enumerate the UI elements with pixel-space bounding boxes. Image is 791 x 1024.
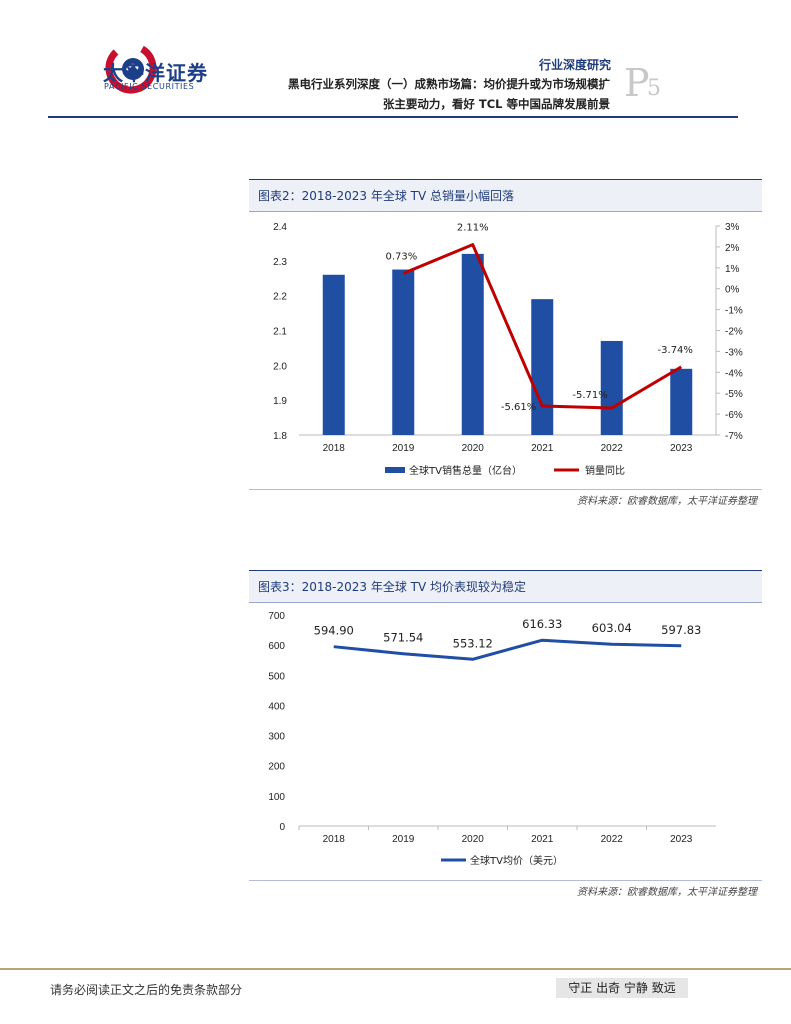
y-axis-tick: 700 — [268, 611, 285, 622]
yoy-line — [402, 243, 683, 410]
y-axis-tick: 400 — [268, 701, 285, 712]
x-axis-tick: 2019 — [392, 834, 415, 845]
y-axis-tick: 0 — [279, 822, 285, 833]
right-axis-tick: -3% — [725, 347, 743, 358]
figure-3-rule — [249, 880, 762, 881]
right-axis-tick: 1% — [725, 264, 740, 275]
figure-2-title: 图表2：2018-2023 年全球 TV 总销量小幅回落 — [258, 189, 515, 203]
left-axis-tick: 1.9 — [273, 396, 287, 407]
right-axis-tick: 3% — [725, 222, 740, 233]
price-data-label: 571.54 — [383, 631, 423, 645]
price-line — [333, 638, 682, 661]
brand-name: 太平洋证券 — [103, 61, 208, 85]
y-axis-tick: 200 — [268, 762, 285, 773]
legend-label-volume: 全球TV销售总量（亿台） — [409, 464, 522, 477]
bar — [392, 269, 415, 435]
left-axis-tick: 2.2 — [273, 292, 287, 303]
bar — [600, 340, 623, 435]
x-axis-tick: 2021 — [531, 834, 554, 845]
x-axis-tick: 2021 — [531, 443, 554, 454]
price-data-label: 597.83 — [661, 623, 701, 637]
right-axis-tick: -7% — [725, 431, 743, 442]
figure-3-source: 资料来源：欧睿数据库，太平洋证券整理 — [577, 887, 757, 898]
figure-2-source: 资料来源：欧睿数据库，太平洋证券整理 — [577, 496, 757, 507]
right-axis-tick: -5% — [725, 389, 743, 400]
brand-name-en: PACIFIC SECURITIES — [104, 82, 195, 91]
legend-label-yoy: 销量同比 — [585, 464, 625, 477]
bar — [670, 368, 693, 435]
left-axis-tick: 2.4 — [273, 222, 287, 233]
report-title-line-2: 张主要动力，看好 TCL 等中国品牌发展前景 — [382, 97, 610, 111]
legend-label-price: 全球TV均价（美元） — [470, 854, 563, 867]
avg-price-chart: 700 600 500 400 300 200 100 0 2018 2019 2020 2021 20… — [268, 611, 716, 867]
x-axis-tick: 2022 — [601, 443, 624, 454]
x-axis-tick: 2018 — [323, 443, 346, 454]
page-letter: P — [624, 61, 650, 105]
left-axis-tick: 2.3 — [273, 257, 287, 268]
yoy-data-label: 2.11% — [457, 223, 489, 234]
figure-2-rule — [249, 489, 762, 490]
y-axis-tick: 600 — [268, 641, 285, 652]
right-axis-tick: -1% — [725, 306, 743, 317]
figure-3-header: 图表3：2018-2023 年全球 TV 均价表现较为稳定 — [249, 570, 762, 603]
x-axis-tick: 2018 — [323, 834, 346, 845]
y-axis-tick: 100 — [268, 792, 285, 803]
figure-3-title: 图表3：2018-2023 年全球 TV 均价表现较为稳定 — [258, 580, 527, 594]
footer-disclaimer: 请务必阅读正文之后的免责条款部分 — [50, 983, 243, 997]
right-axis-tick: -6% — [725, 410, 743, 421]
x-axis-tick: 2023 — [670, 443, 693, 454]
y-axis-tick: 500 — [268, 671, 285, 682]
yoy-data-label: 0.73% — [385, 251, 417, 262]
footer-motto: 守正 出奇 宁静 致远 — [556, 978, 688, 998]
header-divider — [48, 116, 738, 118]
sales-volume-chart: 2.4 2.3 2.2 2.1 2.0 1.9 1.8 3% 2% 1% 0% -1% -2% -3% -4… — [273, 222, 743, 477]
x-axis-tick: 2020 — [462, 443, 485, 454]
x-axis-tick: 2020 — [462, 834, 485, 845]
yoy-data-label: -5.71% — [572, 390, 607, 401]
price-data-label: 603.04 — [592, 621, 632, 635]
bar — [461, 253, 484, 435]
report-type: 行业深度研究 — [538, 58, 611, 72]
price-data-label: 553.12 — [453, 636, 493, 650]
right-axis-tick: 0% — [725, 285, 740, 296]
legend-swatch-volume — [385, 467, 405, 473]
left-axis-tick: 1.8 — [273, 431, 287, 442]
x-axis-tick: 2022 — [601, 834, 624, 845]
bar — [531, 299, 554, 435]
price-data-label: 616.33 — [522, 617, 562, 631]
page-number: 5 — [647, 76, 661, 101]
x-axis-tick: 2023 — [670, 834, 693, 845]
company-logo — [105, 42, 157, 94]
left-axis-tick: 2.0 — [273, 361, 287, 372]
right-axis-tick: 2% — [725, 243, 740, 254]
y-axis-tick: 300 — [268, 732, 285, 743]
right-axis-tick: -2% — [725, 327, 743, 338]
left-axis-tick: 2.1 — [273, 327, 287, 338]
right-axis-tick: -4% — [725, 368, 743, 379]
yoy-data-label: -3.74% — [658, 345, 693, 356]
yoy-data-label: -5.61% — [501, 402, 536, 413]
bar — [322, 274, 345, 435]
figure-2-header: 图表2：2018-2023 年全球 TV 总销量小幅回落 — [249, 179, 762, 212]
x-axis-tick: 2019 — [392, 443, 415, 454]
report-title: 黑电行业系列深度（一）成熟市场篇：均价提升或为市场规模扩 张主要动力，看好 TC… — [190, 74, 610, 114]
report-title-line-1: 黑电行业系列深度（一）成熟市场篇：均价提升或为市场规模扩 — [288, 77, 610, 91]
price-data-label: 594.90 — [314, 624, 354, 638]
footer-divider — [0, 968, 791, 970]
